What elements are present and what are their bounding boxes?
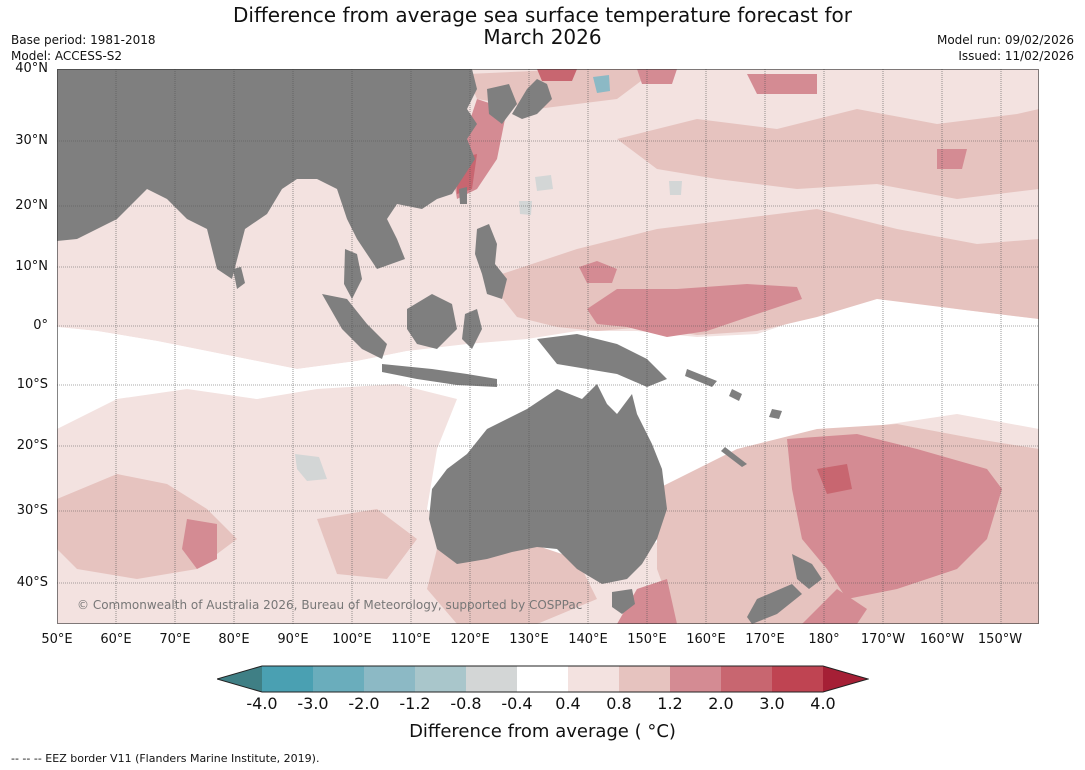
anomaly-cool-1.2-region bbox=[593, 75, 610, 93]
lat-label: 0° bbox=[33, 318, 48, 333]
lon-label: 160°W bbox=[919, 632, 965, 647]
meta-right: Model run: 09/02/2026 Issued: 11/02/2026 bbox=[937, 32, 1074, 64]
colorbar-tick: -2.0 bbox=[348, 694, 380, 713]
colorbar-tick: -4.0 bbox=[246, 694, 278, 713]
colorbar-tick: 3.0 bbox=[759, 694, 785, 713]
new-zealand-south-land bbox=[747, 584, 802, 624]
lon-label: 170°E bbox=[745, 632, 785, 647]
lon-label: 80°E bbox=[218, 632, 250, 647]
colorbar-swatch bbox=[670, 666, 721, 692]
colorbar-label: Difference from average ( °C) bbox=[409, 721, 676, 742]
neutral-band bbox=[57, 327, 407, 414]
colorbar-swatch bbox=[217, 666, 262, 692]
lon-label: 70°E bbox=[159, 632, 191, 647]
lat-label: 30°S bbox=[16, 503, 48, 518]
colorbar-swatch bbox=[415, 666, 466, 692]
colorbar-swatch bbox=[262, 666, 313, 692]
colorbar-swatch bbox=[772, 666, 823, 692]
graticule bbox=[57, 69, 1039, 624]
meta-left: Base period: 1981-2018 Model: ACCESS-S2 bbox=[11, 32, 156, 64]
borneo-land bbox=[407, 294, 457, 349]
map-title: Difference from average sea surface temp… bbox=[0, 4, 1085, 48]
lon-label: 150°W bbox=[977, 632, 1023, 647]
vanuatu-land bbox=[729, 389, 742, 401]
lat-label: 40°N bbox=[15, 61, 48, 76]
lon-label: 100°E bbox=[332, 632, 372, 647]
philippines-land bbox=[475, 224, 507, 299]
neutral-east-band bbox=[777, 324, 1039, 369]
malay-peninsula-land bbox=[344, 249, 362, 299]
issued-date: Issued: 11/02/2026 bbox=[958, 49, 1074, 63]
longitude-gridlines bbox=[115, 69, 1002, 624]
colorbar-swatch bbox=[721, 666, 772, 692]
colorbar-tick: 1.2 bbox=[657, 694, 683, 713]
sst-anomaly-map: © Commonwealth of Australia 2026, Bureau… bbox=[57, 69, 1039, 624]
colorbar-swatch bbox=[568, 666, 619, 692]
lon-label: 160°E bbox=[686, 632, 726, 647]
sri-lanka-land bbox=[233, 267, 245, 289]
land-masses bbox=[57, 69, 822, 624]
anomaly-cool-0.4-regions bbox=[295, 175, 682, 481]
lat-label: 30°N bbox=[15, 133, 48, 148]
lon-label: 130°E bbox=[509, 632, 549, 647]
colorbar-tick: -3.0 bbox=[297, 694, 329, 713]
colorbar-tick: -0.8 bbox=[450, 694, 482, 713]
colorbar-swatch bbox=[517, 666, 568, 692]
korea-land bbox=[487, 84, 517, 124]
australia-land bbox=[429, 384, 667, 584]
new-zealand-north-land bbox=[792, 554, 822, 589]
colorbar-swatch bbox=[313, 666, 364, 692]
colorbar-swatch bbox=[823, 666, 868, 692]
taiwan-land bbox=[459, 187, 467, 204]
sumatra-land bbox=[322, 294, 387, 359]
colorbar-tick: 2.0 bbox=[708, 694, 734, 713]
latitude-gridlines bbox=[57, 140, 1039, 584]
solomon-islands-land bbox=[685, 369, 717, 387]
map-frame bbox=[57, 69, 1039, 624]
colorbar-tick: 0.4 bbox=[555, 694, 581, 713]
colorbar-swatch bbox=[619, 666, 670, 692]
title-line-1: Difference from average sea surface temp… bbox=[232, 3, 852, 27]
sulawesi-land bbox=[462, 309, 482, 349]
colorbar-tick: 0.8 bbox=[606, 694, 632, 713]
base-period: Base period: 1981-2018 bbox=[11, 33, 156, 47]
colorbar-tick: -1.2 bbox=[399, 694, 431, 713]
lon-label: 90°E bbox=[277, 632, 309, 647]
lon-label: 50°E bbox=[41, 632, 73, 647]
lat-label: 20°S bbox=[16, 438, 48, 453]
lat-label: 10°N bbox=[15, 259, 48, 274]
colorbar-swatch bbox=[364, 666, 415, 692]
model-name: Model: ACCESS-S2 bbox=[11, 49, 123, 63]
lat-label: 10°S bbox=[16, 377, 48, 392]
colorbar-swatch bbox=[466, 666, 517, 692]
lat-label: 40°S bbox=[16, 575, 48, 590]
copyright-text: © Commonwealth of Australia 2026, Bureau… bbox=[77, 598, 582, 612]
title-line-2: March 2026 bbox=[483, 25, 602, 49]
lon-label: 110°E bbox=[391, 632, 431, 647]
tasmania-land bbox=[612, 589, 635, 614]
colorbar-outline bbox=[217, 665, 869, 693]
fiji-land bbox=[769, 409, 782, 419]
japan-land bbox=[512, 79, 552, 119]
lon-label: 170°W bbox=[860, 632, 906, 647]
colorbar-tick: -0.4 bbox=[501, 694, 533, 713]
eez-footnote: -- -- -- EEZ border V11 (Flanders Marine… bbox=[11, 752, 320, 765]
asia-land bbox=[57, 69, 477, 279]
new-guinea-land bbox=[537, 334, 667, 387]
lon-label: 140°E bbox=[568, 632, 608, 647]
lon-label: 60°E bbox=[100, 632, 132, 647]
model-run: Model run: 09/02/2026 bbox=[936, 33, 1074, 47]
new-caledonia-land bbox=[721, 447, 747, 467]
colorbar-tick: 4.0 bbox=[810, 694, 836, 713]
lon-label: 180° bbox=[808, 632, 840, 647]
lon-label: 150°E bbox=[627, 632, 667, 647]
colorbar bbox=[217, 665, 869, 693]
lat-label: 20°N bbox=[15, 198, 48, 213]
lon-label: 120°E bbox=[450, 632, 490, 647]
